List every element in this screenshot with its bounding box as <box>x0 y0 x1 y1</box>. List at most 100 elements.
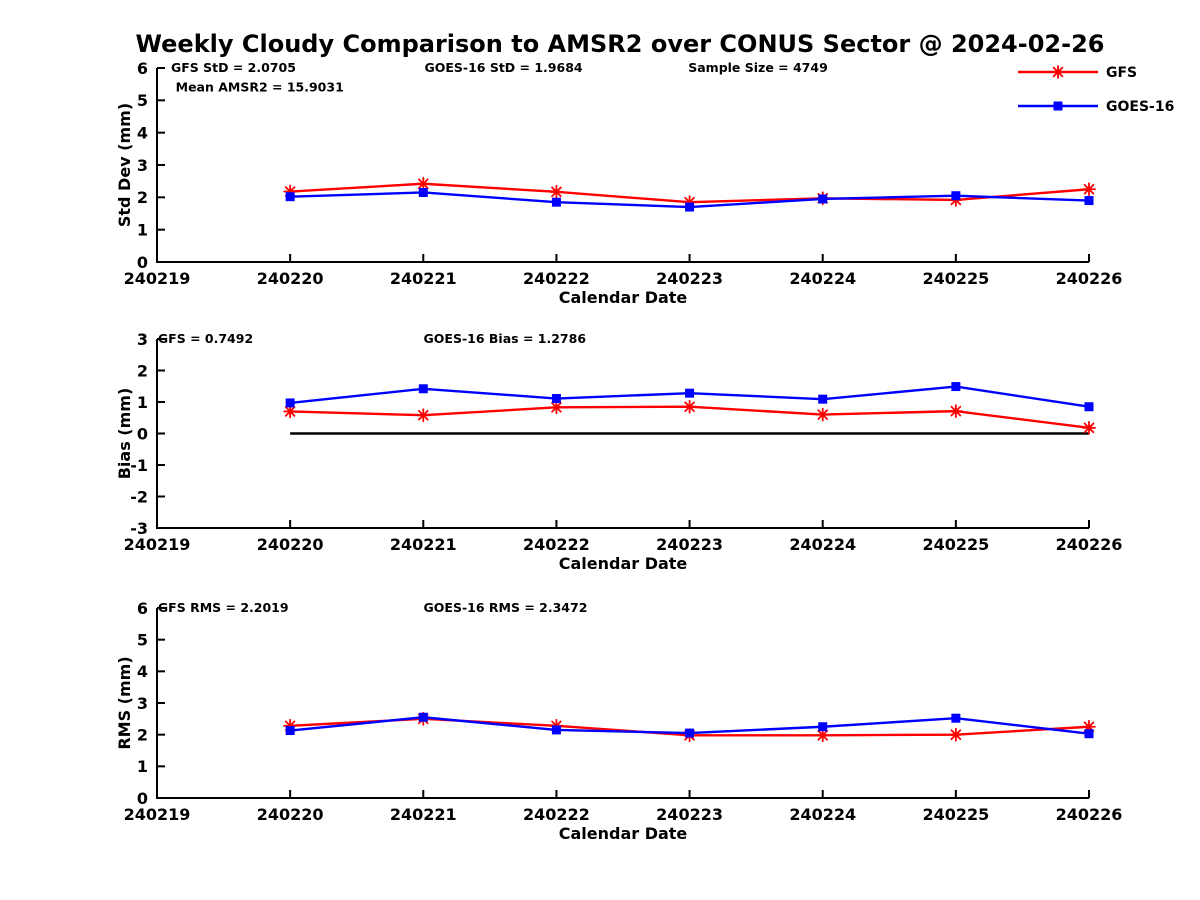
x-tick-label: 240221 <box>390 535 457 554</box>
stat-annotation: Sample Size = 4749 <box>688 60 828 75</box>
y-tick-label: 5 <box>137 91 148 110</box>
marker-goes-16 <box>418 384 428 394</box>
x-tick-label: 240220 <box>257 535 324 554</box>
x-tick-label: 240224 <box>789 805 856 824</box>
x-tick-label: 240222 <box>523 805 590 824</box>
legend-label: GFS <box>1106 65 1137 81</box>
marker-goes-16 <box>285 726 295 736</box>
y-tick-label: 4 <box>137 662 148 681</box>
chart-title: Weekly Cloudy Comparison to AMSR2 over C… <box>136 30 1105 58</box>
marker-goes-16 <box>418 712 428 722</box>
marker-goes-16 <box>285 398 295 408</box>
y-tick-label: 3 <box>137 694 148 713</box>
marker-gfs <box>948 727 963 742</box>
y-axis-label: Bias (mm) <box>115 388 134 480</box>
marker-gfs <box>815 407 830 422</box>
marker-gfs <box>416 408 431 423</box>
x-tick-label: 240226 <box>1056 805 1123 824</box>
stat-annotation: GFS = 0.7492 <box>158 331 253 346</box>
x-tick-label: 240221 <box>390 805 457 824</box>
x-tick-label: 240226 <box>1056 269 1123 288</box>
marker-gfs <box>1082 719 1096 734</box>
y-tick-label: 0 <box>137 424 148 443</box>
x-tick-label: 240223 <box>656 535 723 554</box>
axes-frame <box>156 68 1089 263</box>
y-tick-label: 6 <box>137 59 148 78</box>
legend-marker-square <box>1053 101 1063 111</box>
y-tick-label: 0 <box>137 253 148 272</box>
y-tick-label: -2 <box>130 487 148 506</box>
y-tick-label: 3 <box>137 156 148 175</box>
y-tick-label: 2 <box>137 361 148 380</box>
x-tick-label: 240226 <box>1056 535 1123 554</box>
stat-annotation: GFS StD = 2.0705 <box>171 60 296 75</box>
legend-item-goes-16: GOES-16 <box>1018 99 1174 115</box>
x-axis-label: Calendar Date <box>559 824 688 843</box>
y-tick-label: 3 <box>137 330 148 349</box>
x-axis-label: Calendar Date <box>559 554 688 573</box>
stat-annotation: GOES-16 RMS = 2.3472 <box>424 600 588 615</box>
marker-goes-16 <box>951 382 961 392</box>
marker-goes-16 <box>818 194 828 204</box>
stat-annotation: Mean AMSR2 = 15.9031 <box>176 80 344 95</box>
y-tick-label: 5 <box>137 630 148 649</box>
x-tick-label: 240219 <box>124 535 191 554</box>
marker-gfs <box>283 184 298 199</box>
stat-annotation: GOES-16 StD = 1.9684 <box>424 60 582 75</box>
marker-gfs <box>682 399 697 414</box>
x-tick-label: 240224 <box>789 269 856 288</box>
x-tick-label: 240222 <box>523 535 590 554</box>
x-tick-label: 240225 <box>922 535 989 554</box>
subplot-bias: -3 -2 -1 0 1 2 3 240219 240220 240221 240222 240223… <box>115 330 1122 573</box>
y-tick-label: 4 <box>137 123 148 142</box>
legend: GFS GOES-16 <box>1018 65 1174 115</box>
x-tick-label: 240219 <box>124 269 191 288</box>
y-tick-label: -3 <box>130 519 148 538</box>
marker-gfs <box>416 176 431 191</box>
marker-gfs <box>682 195 697 210</box>
marker-gfs <box>283 404 298 419</box>
marker-goes-16 <box>285 192 295 202</box>
y-tick-label: 1 <box>137 220 148 239</box>
marker-gfs <box>1082 182 1096 197</box>
marker-gfs <box>549 400 564 415</box>
marker-goes-16 <box>418 187 428 197</box>
subplot-rms: 0 1 2 3 4 5 6 240219 240220 240221 240222 240223 240… <box>115 599 1122 843</box>
marker-goes-16 <box>951 191 961 201</box>
subplot-std-dev: 0 1 2 3 4 5 6 240219 240220 240221 240222 240223 240… <box>115 59 1122 307</box>
x-tick-label: 240222 <box>523 269 590 288</box>
y-tick-label: 1 <box>137 393 148 412</box>
x-tick-label: 240223 <box>656 269 723 288</box>
legend-marker-asterisk <box>1051 65 1065 79</box>
x-tick-label: 240225 <box>922 269 989 288</box>
y-tick-label: 6 <box>137 599 148 618</box>
x-tick-label: 240224 <box>789 535 856 554</box>
marker-goes-16 <box>551 197 561 207</box>
y-axis-label: Std Dev (mm) <box>115 103 134 227</box>
marker-goes-16 <box>818 394 828 404</box>
marker-goes-16 <box>1084 729 1094 739</box>
y-tick-label: 2 <box>137 188 148 207</box>
marker-goes-16 <box>1084 402 1094 412</box>
x-tick-label: 240219 <box>124 805 191 824</box>
legend-label: GOES-16 <box>1106 99 1174 115</box>
y-tick-label: 2 <box>137 725 148 744</box>
marker-gfs <box>549 184 564 199</box>
y-axis-label: RMS (mm) <box>115 656 134 749</box>
marker-gfs <box>1082 420 1096 435</box>
marker-goes-16 <box>685 728 695 738</box>
legend-item-gfs: GFS <box>1018 65 1137 81</box>
marker-gfs <box>948 404 963 419</box>
marker-gfs <box>815 728 830 743</box>
marker-goes-16 <box>551 725 561 735</box>
axes-frame <box>156 608 1089 799</box>
marker-goes-16 <box>818 722 828 732</box>
marker-goes-16 <box>685 202 695 212</box>
marker-goes-16 <box>685 388 695 398</box>
marker-goes-16 <box>1084 196 1094 206</box>
x-tick-label: 240220 <box>257 269 324 288</box>
y-tick-label: 0 <box>137 789 148 808</box>
